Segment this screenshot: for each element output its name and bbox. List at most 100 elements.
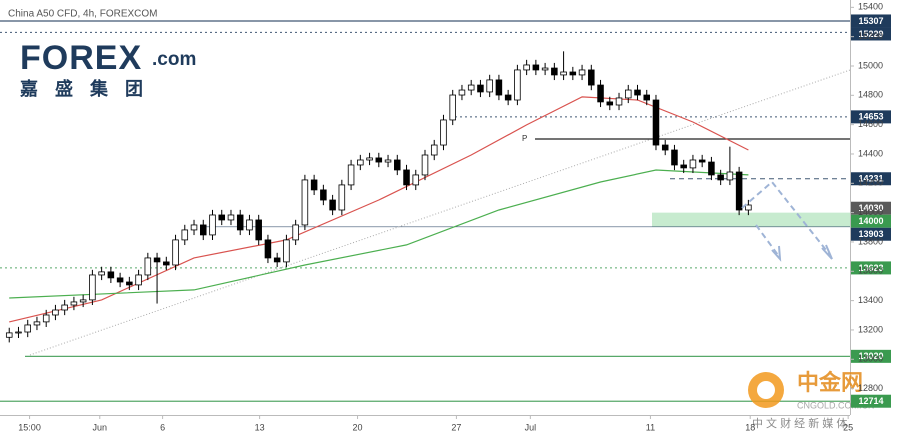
price-label: 14000	[858, 216, 883, 226]
candle-body	[329, 199, 336, 211]
candle-body	[588, 69, 595, 86]
candle-body	[449, 94, 456, 121]
candle-body	[218, 214, 226, 221]
candle-body	[199, 224, 207, 236]
candle-body	[514, 69, 521, 101]
x-tick-label: 13	[255, 422, 265, 432]
projection-arrow	[741, 180, 831, 256]
price-label-box	[851, 394, 891, 408]
trendline	[29, 69, 851, 356]
watermark: 中金网 CNGOLD.COM.CN 中 文 财 经 新 媒 体	[748, 370, 875, 430]
candle-body	[190, 224, 198, 231]
price-label: 13623	[858, 263, 883, 273]
x-tick-label: Jun	[93, 422, 108, 432]
price-label: 15307	[858, 16, 883, 26]
support-zone	[652, 212, 850, 227]
y-tick-label: 12800	[858, 383, 883, 393]
watermark-icon-inner	[757, 381, 775, 399]
projection-arrow	[755, 224, 779, 256]
candle-body	[578, 69, 586, 76]
chart-title: China A50 CFD, 4h, FOREXCOM	[8, 9, 158, 20]
price-label-box	[851, 172, 891, 186]
candle-body	[246, 219, 253, 231]
candle-body	[430, 144, 438, 156]
candle-body	[394, 159, 401, 171]
x-tick-label: Jul	[525, 422, 537, 432]
x-tick-label: 6	[160, 422, 165, 432]
price-label: 14231	[858, 174, 883, 184]
candle-body	[671, 149, 678, 166]
candle-body	[357, 159, 364, 166]
x-tick-label: 25	[843, 422, 853, 432]
candle-body	[532, 64, 540, 71]
candle-body	[70, 301, 78, 306]
candle-body	[98, 271, 105, 276]
y-tick-label: 13000	[858, 354, 883, 364]
logo: FOREX .com 嘉 盛 集 团	[19, 39, 196, 99]
moving-average	[9, 169, 749, 299]
candle-body	[61, 304, 68, 311]
price-label-box	[851, 261, 891, 275]
price-label-box	[851, 27, 891, 41]
candle-body	[615, 97, 623, 106]
price-label-box	[851, 110, 891, 124]
watermark-tagline: 中 文 财 经 新 媒 体	[752, 416, 847, 430]
candle-body	[52, 309, 59, 316]
candle-body	[264, 239, 272, 259]
x-tick-label: 11	[646, 422, 655, 432]
candle-body	[689, 159, 697, 169]
candle-body	[347, 164, 355, 186]
candle-body	[33, 321, 41, 326]
candle-body	[560, 71, 567, 76]
candle-body	[523, 64, 530, 71]
candle-body	[597, 84, 604, 103]
candle-body	[624, 89, 632, 99]
candle-body	[735, 171, 743, 211]
price-label-box	[851, 201, 891, 215]
candle-body	[504, 94, 512, 101]
candle-body	[273, 257, 281, 263]
pivot-label: P	[522, 134, 527, 143]
candle-body	[541, 67, 549, 71]
y-tick-label: 13200	[858, 324, 883, 334]
y-tick-label: 15400	[858, 2, 883, 12]
candle-body	[467, 84, 475, 91]
candle-body	[126, 281, 133, 286]
candle-body	[458, 89, 466, 96]
candle-body	[236, 214, 244, 231]
candle-body	[634, 89, 641, 96]
candle-body	[652, 99, 660, 146]
price-label: 13903	[858, 229, 883, 239]
y-tick-label: 15200	[858, 31, 883, 41]
candle-body	[412, 174, 420, 186]
y-tick-label: 13600	[858, 266, 883, 276]
candle-body	[495, 79, 503, 96]
candle-body	[181, 229, 189, 241]
candle-body	[116, 277, 124, 283]
candle-body	[717, 174, 724, 181]
candle-body	[107, 271, 115, 279]
x-tick-label: 18	[745, 422, 755, 432]
candle-body	[135, 274, 142, 286]
candle-body	[403, 169, 410, 186]
candle-body	[310, 179, 318, 191]
price-label-box	[851, 14, 891, 28]
candle-body	[172, 239, 179, 266]
price-label-box	[851, 227, 891, 241]
candle-body	[15, 331, 22, 334]
candle-body	[745, 204, 752, 211]
candle-body	[569, 71, 577, 76]
candle-body	[227, 214, 235, 221]
candle-body	[24, 324, 31, 333]
arrow-head	[771, 245, 782, 262]
y-tick-label: 13800	[858, 236, 883, 246]
price-label: 14030	[858, 203, 883, 213]
candle-body	[421, 154, 429, 176]
candle-body	[606, 101, 614, 106]
candle-body	[477, 84, 484, 93]
candle-body	[726, 171, 734, 181]
candle-body	[283, 239, 290, 263]
candle-body	[209, 214, 216, 236]
y-tick-label: 14200	[858, 178, 883, 188]
